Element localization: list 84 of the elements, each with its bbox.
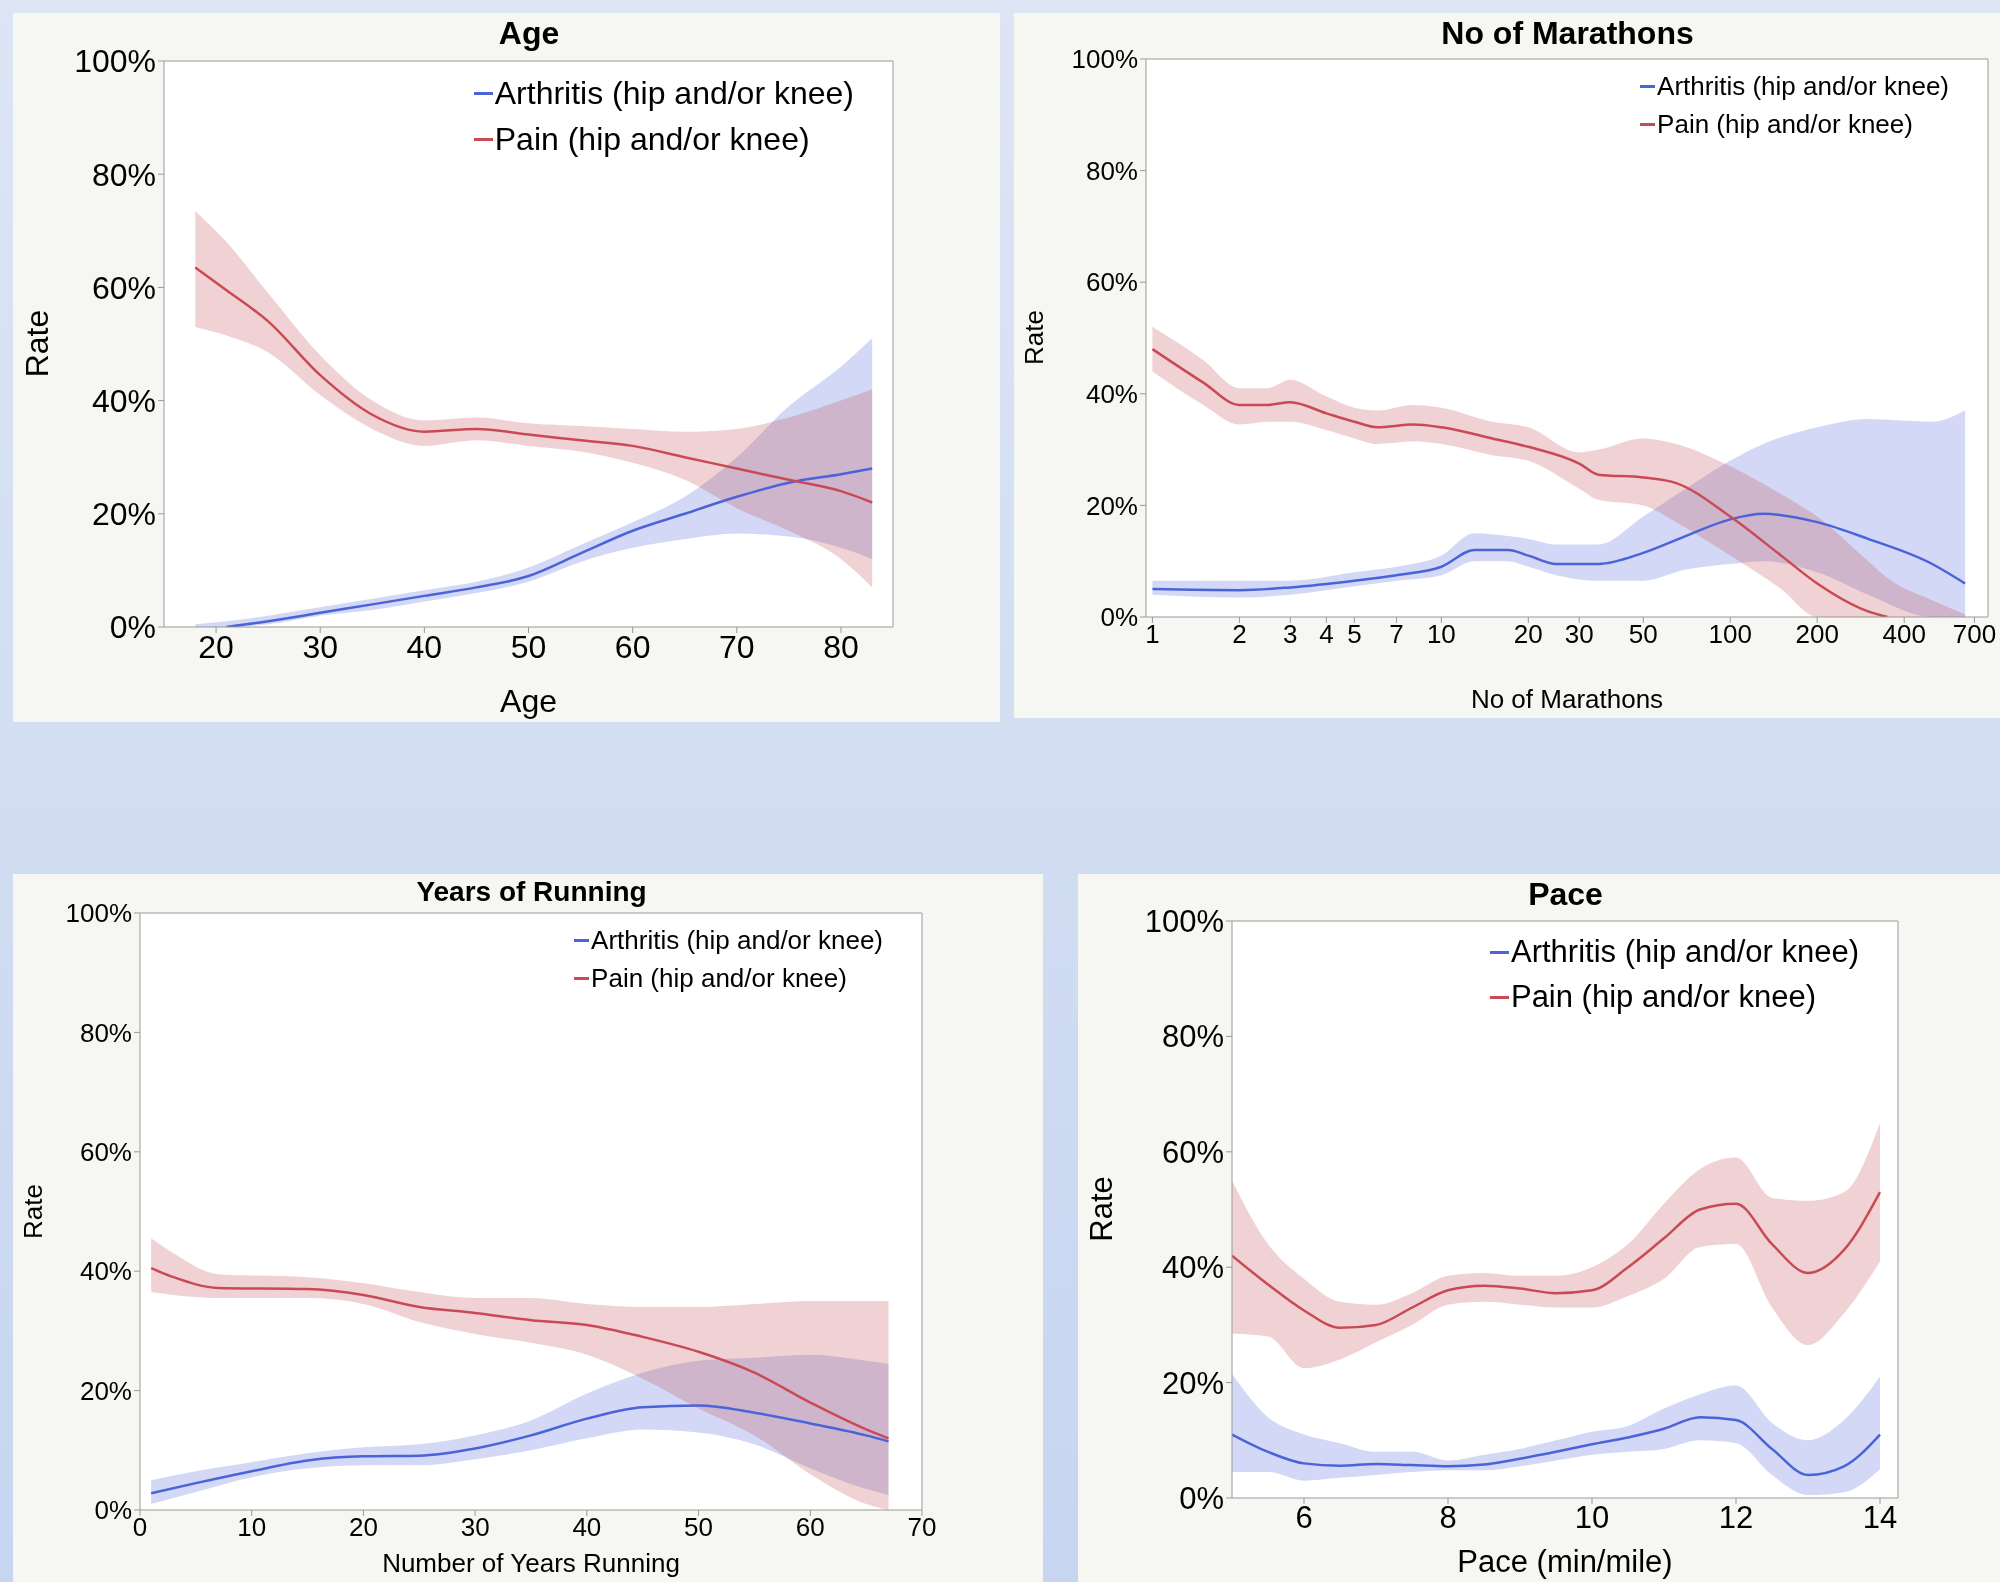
x-tick-label: 3 [1283,619,1298,650]
y-tick-label: 80% [1161,1019,1224,1055]
chart-title: No of Marathons [1440,15,1695,52]
x-tick-label: 12 [1718,1500,1754,1536]
y-tick-label: 60% [79,1137,132,1168]
y-tick-label: 20% [1085,490,1138,521]
y-axis-title: Rate [1019,310,1051,365]
x-tick-label: 20 [1513,619,1543,650]
x-tick-label: 10 [1574,1500,1610,1536]
x-tick-label: 20 [198,628,234,665]
x-tick-label: 5 [1347,619,1362,650]
x-tick-label: 40 [572,1512,602,1543]
y-tick-label: 60% [1161,1134,1224,1170]
y-tick-label: 40% [91,382,156,419]
y-tick-label: 20% [1161,1365,1224,1401]
x-tick-label: 7 [1389,619,1404,650]
x-tick-label: 30 [1564,619,1594,650]
x-tick-label: 50 [510,628,547,665]
y-tick-label: 80% [91,156,156,193]
chart-title: Age [497,15,561,52]
x-tick-label: 1 [1145,619,1160,650]
x-tick-label: 100 [1708,619,1752,650]
y-tick-label: 0% [94,1495,132,1526]
y-tick-label: 20% [79,1375,132,1406]
y-tick-label: 0% [1179,1481,1224,1517]
x-tick-label: 2 [1232,619,1247,650]
x-tick-label: 6 [1295,1500,1313,1536]
y-tick-label: 0% [1100,602,1138,633]
y-axis-title: Rate [18,1183,50,1239]
y-axis-title: Rate [19,309,57,378]
x-tick-label: 14 [1862,1500,1898,1536]
x-tick-label: 400 [1882,619,1926,650]
legend-label: Pain (hip and/or knee) [1510,977,1816,1016]
y-tick-label: 40% [1085,379,1138,410]
legend-label: Arthritis (hip and/or knee) [494,74,854,113]
y-tick-label: 20% [91,496,156,533]
legend-label: Pain (hip and/or knee) [1657,107,1913,141]
x-tick-label: 0 [132,1512,148,1543]
line-series [1232,1415,1882,1477]
y-tick-label: 80% [79,1017,132,1048]
y-tick-label: 0% [109,609,156,646]
x-tick-label: 60 [614,628,651,665]
x-axis-title: Pace (min/mile) [1457,1544,1673,1579]
line-series [193,266,874,504]
x-tick-label: 200 [1795,619,1839,650]
y-tick-label: 100% [65,898,132,929]
y-axis-title: Rate [1084,1176,1121,1242]
y-tick-label: 100% [74,43,156,80]
x-axis-title: Age [500,683,557,719]
x-tick-label: 10 [237,1512,267,1543]
x-tick-label: 20 [348,1512,378,1543]
line-series [1232,1190,1882,1330]
legend-label: Arthritis (hip and/or knee) [1510,933,1859,971]
y-tick-label: 40% [1161,1250,1224,1286]
legend-label: Pain (hip and/or knee) [591,961,847,995]
line-series [225,467,874,627]
x-tick-label: 30 [302,628,339,665]
x-tick-label: 60 [795,1512,825,1543]
x-tick-label: 50 [1628,619,1658,650]
y-tick-label: 40% [79,1256,132,1287]
x-tick-label: 70 [718,628,755,665]
x-axis-title: Number of Years Running [382,1548,680,1578]
x-axis-title: No of Marathons [1470,684,1664,714]
x-tick-label: 4 [1319,619,1334,650]
chart-title: Years of Running [415,876,648,908]
x-tick-label: 70 [907,1512,937,1543]
line-series [149,1404,890,1495]
y-tick-label: 60% [91,269,156,306]
x-tick-label: 30 [460,1512,490,1543]
x-tick-label: 80 [823,628,859,665]
y-tick-label: 100% [1144,904,1224,940]
x-tick-label: 10 [1426,619,1456,650]
line-series [149,1266,890,1440]
x-tick-label: 50 [684,1512,714,1543]
legend-label: Pain (hip and/or knee) [494,120,810,160]
y-tick-label: 80% [1085,155,1138,186]
legend-label: Arthritis (hip and/or knee) [591,924,883,957]
y-tick-label: 60% [1085,267,1138,298]
x-tick-label: 700 [1952,619,1997,650]
legend-label: Arthritis (hip and/or knee) [1657,70,1949,103]
chart-title: Pace [1527,876,1604,913]
x-tick-label: 8 [1439,1500,1457,1536]
x-tick-label: 40 [406,628,443,665]
y-tick-label: 100% [1071,44,1138,75]
